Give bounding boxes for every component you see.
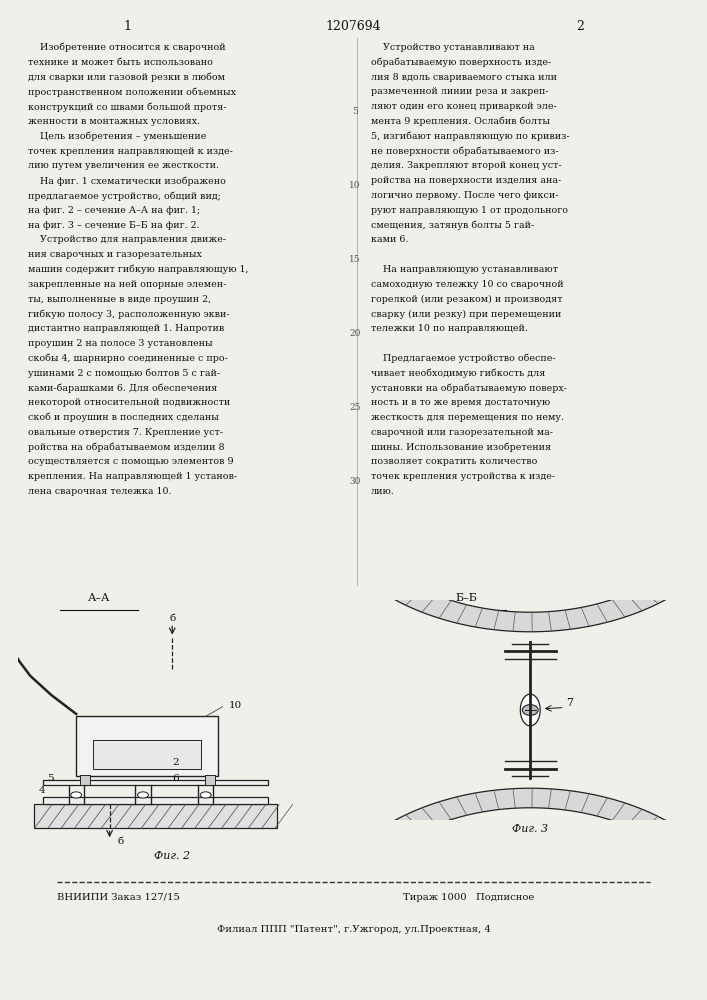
- Text: осуществляется с помощью элементов 9: осуществляется с помощью элементов 9: [28, 457, 234, 466]
- Text: ты, выполненные в виде проушин 2,: ты, выполненные в виде проушин 2,: [28, 295, 211, 304]
- Text: 15: 15: [349, 255, 361, 264]
- Text: обрабатываемую поверхность изде-: обрабатываемую поверхность изде-: [371, 58, 551, 67]
- Text: скобы 4, шарнирно соединенные с про-: скобы 4, шарнирно соединенные с про-: [28, 354, 228, 363]
- Text: 20: 20: [349, 329, 361, 338]
- Ellipse shape: [520, 694, 540, 726]
- Text: чивает необходимую гибкость для: чивает необходимую гибкость для: [371, 369, 546, 378]
- Bar: [79, 775, 90, 785]
- Text: закрепленные на ней опорные элемен-: закрепленные на ней опорные элемен-: [28, 280, 227, 289]
- Text: ройства на поверхности изделия ана-: ройства на поверхности изделия ана-: [371, 176, 561, 185]
- Text: горелкой (или резаком) и производят: горелкой (или резаком) и производят: [371, 295, 563, 304]
- Text: Предлагаемое устройство обеспе-: Предлагаемое устройство обеспе-: [371, 354, 556, 363]
- Text: смещения, затянув болты 5 гай-: смещения, затянув болты 5 гай-: [371, 221, 534, 230]
- Text: Устройство для направления движе-: Устройство для направления движе-: [28, 235, 226, 244]
- Text: шины. Использование изобретения: шины. Использование изобретения: [371, 443, 551, 452]
- Text: ния сварочных и газорезательных: ния сварочных и газорезательных: [28, 250, 202, 259]
- Text: точек крепления устройства к изде-: точек крепления устройства к изде-: [371, 472, 555, 481]
- Text: жесткость для перемещения по нему.: жесткость для перемещения по нему.: [371, 413, 564, 422]
- Text: 2: 2: [575, 19, 584, 32]
- Text: овальные отверстия 7. Крепление уст-: овальные отверстия 7. Крепление уст-: [28, 428, 223, 437]
- Polygon shape: [390, 788, 670, 838]
- Text: технике и может быть использовано: технике и может быть использовано: [28, 58, 213, 67]
- Text: лена сварочная тележка 10.: лена сварочная тележка 10.: [28, 487, 172, 496]
- Text: ВНИИПИ Заказ 127/15: ВНИИПИ Заказ 127/15: [57, 893, 180, 902]
- Text: На направляющую устанавливают: На направляющую устанавливают: [371, 265, 558, 274]
- Text: 10: 10: [228, 701, 242, 710]
- Text: сварочной или газорезательной ма-: сварочной или газорезательной ма-: [371, 428, 553, 437]
- Text: 5: 5: [352, 107, 358, 116]
- Text: Тираж 1000   Подписное: Тираж 1000 Подписное: [403, 893, 534, 902]
- Bar: [76, 716, 218, 776]
- Text: лия 8 вдоль свариваемого стыка или: лия 8 вдоль свариваемого стыка или: [371, 73, 557, 82]
- Text: 5, изгибают направляющую по кривиз-: 5, изгибают направляющую по кривиз-: [371, 132, 570, 141]
- Text: руют направляющую 1 от продольного: руют направляющую 1 от продольного: [371, 206, 568, 215]
- Text: А–А: А–А: [88, 593, 110, 603]
- Text: 5: 5: [47, 774, 54, 783]
- Text: 1207694: 1207694: [326, 19, 381, 32]
- Text: сварку (или резку) при перемещении: сварку (или резку) при перемещении: [371, 309, 561, 319]
- Text: мента 9 крепления. Ослабив болты: мента 9 крепления. Ослабив болты: [371, 117, 550, 126]
- Bar: [205, 775, 215, 785]
- Text: лию.: лию.: [371, 487, 395, 496]
- Text: б: б: [169, 614, 175, 623]
- Circle shape: [71, 792, 81, 798]
- Circle shape: [200, 792, 211, 798]
- Text: 2: 2: [173, 758, 179, 767]
- Bar: [35, 804, 276, 828]
- Text: женности в монтажных условиях.: женности в монтажных условиях.: [28, 117, 200, 126]
- Text: Фиг. 3: Фиг. 3: [512, 824, 549, 834]
- Text: б: б: [118, 837, 124, 846]
- Text: предлагаемое устройство, общий вид;: предлагаемое устройство, общий вид;: [28, 191, 221, 201]
- Text: для сварки или газовой резки в любом: для сварки или газовой резки в любом: [28, 73, 226, 82]
- Text: размеченной линии реза и закреп-: размеченной линии реза и закреп-: [371, 87, 549, 96]
- Text: ками-барашками 6. Для обеспечения: ками-барашками 6. Для обеспечения: [28, 383, 218, 393]
- Text: логично первому. После чего фикси-: логично первому. После чего фикси-: [371, 191, 559, 200]
- Text: пространственном положении объемных: пространственном положении объемных: [28, 87, 236, 97]
- Text: ками 6.: ками 6.: [371, 235, 409, 244]
- Text: Устройство устанавливают на: Устройство устанавливают на: [371, 43, 535, 52]
- Text: точек крепления направляющей к изде-: точек крепления направляющей к изде-: [28, 147, 233, 156]
- Text: Филиал ППП "Патент", г.Ужгород, ул.Проектная, 4: Филиал ППП "Патент", г.Ужгород, ул.Проек…: [216, 925, 491, 934]
- Text: проушин 2 на полосе 3 установлены: проушин 2 на полосе 3 установлены: [28, 339, 213, 348]
- Text: гибкую полосу 3, расположенную экви-: гибкую полосу 3, расположенную экви-: [28, 309, 230, 319]
- Text: на фиг. 3 – сечение Б–Б на фиг. 2.: на фиг. 3 – сечение Б–Б на фиг. 2.: [28, 221, 200, 230]
- Text: 7: 7: [566, 698, 573, 708]
- Text: ройства на обрабатываемом изделии 8: ройства на обрабатываемом изделии 8: [28, 443, 225, 452]
- Circle shape: [522, 705, 538, 715]
- Bar: [42, 797, 269, 804]
- Text: не поверхности обрабатываемого из-: не поверхности обрабатываемого из-: [371, 147, 559, 156]
- Text: ушинами 2 с помощью болтов 5 с гай-: ушинами 2 с помощью болтов 5 с гай-: [28, 369, 221, 378]
- Text: Фиг. 2: Фиг. 2: [154, 851, 190, 861]
- Text: 10: 10: [349, 181, 361, 190]
- Text: 30: 30: [349, 477, 361, 486]
- Text: 1: 1: [123, 19, 132, 32]
- Text: самоходную тележку 10 со сварочной: самоходную тележку 10 со сварочной: [371, 280, 563, 289]
- Text: машин содержит гибкую направляющую 1,: машин содержит гибкую направляющую 1,: [28, 265, 249, 274]
- Circle shape: [138, 792, 148, 798]
- Text: позволяет сократить количество: позволяет сократить количество: [371, 457, 537, 466]
- Bar: [42, 780, 269, 785]
- Text: Изобретение относится к сварочной: Изобретение относится к сварочной: [28, 43, 226, 52]
- Text: конструкций со швами большой протя-: конструкций со швами большой протя-: [28, 102, 227, 112]
- Text: установки на обрабатываемую поверх-: установки на обрабатываемую поверх-: [371, 383, 567, 393]
- Text: тележки 10 по направляющей.: тележки 10 по направляющей.: [371, 324, 528, 333]
- Text: делия. Закрепляют второй конец уст-: делия. Закрепляют второй конец уст-: [371, 161, 562, 170]
- Text: Б–Б: Б–Б: [456, 593, 477, 603]
- Text: ность и в то же время достаточную: ность и в то же время достаточную: [371, 398, 550, 407]
- Text: 6: 6: [173, 774, 179, 783]
- Text: лию путем увеличения ее жесткости.: лию путем увеличения ее жесткости.: [28, 161, 219, 170]
- Bar: [93, 740, 201, 769]
- Text: ляют один его конец приваркой эле-: ляют один его конец приваркой эле-: [371, 102, 557, 111]
- Text: На фиг. 1 схематически изображено: На фиг. 1 схематически изображено: [28, 176, 226, 186]
- Text: на фиг. 2 – сечение А–А на фиг. 1;: на фиг. 2 – сечение А–А на фиг. 1;: [28, 206, 200, 215]
- Text: 4: 4: [39, 786, 45, 795]
- Text: 25: 25: [349, 403, 361, 412]
- Text: скоб и проушин в последних сделаны: скоб и проушин в последних сделаны: [28, 413, 219, 422]
- Text: некоторой относительной подвижности: некоторой относительной подвижности: [28, 398, 230, 407]
- Text: дистантно направляющей 1. Напротив: дистантно направляющей 1. Напротив: [28, 324, 225, 333]
- Text: крепления. На направляющей 1 установ-: крепления. На направляющей 1 установ-: [28, 472, 238, 481]
- Polygon shape: [390, 582, 670, 632]
- Text: Цель изобретения – уменьшение: Цель изобретения – уменьшение: [28, 132, 206, 141]
